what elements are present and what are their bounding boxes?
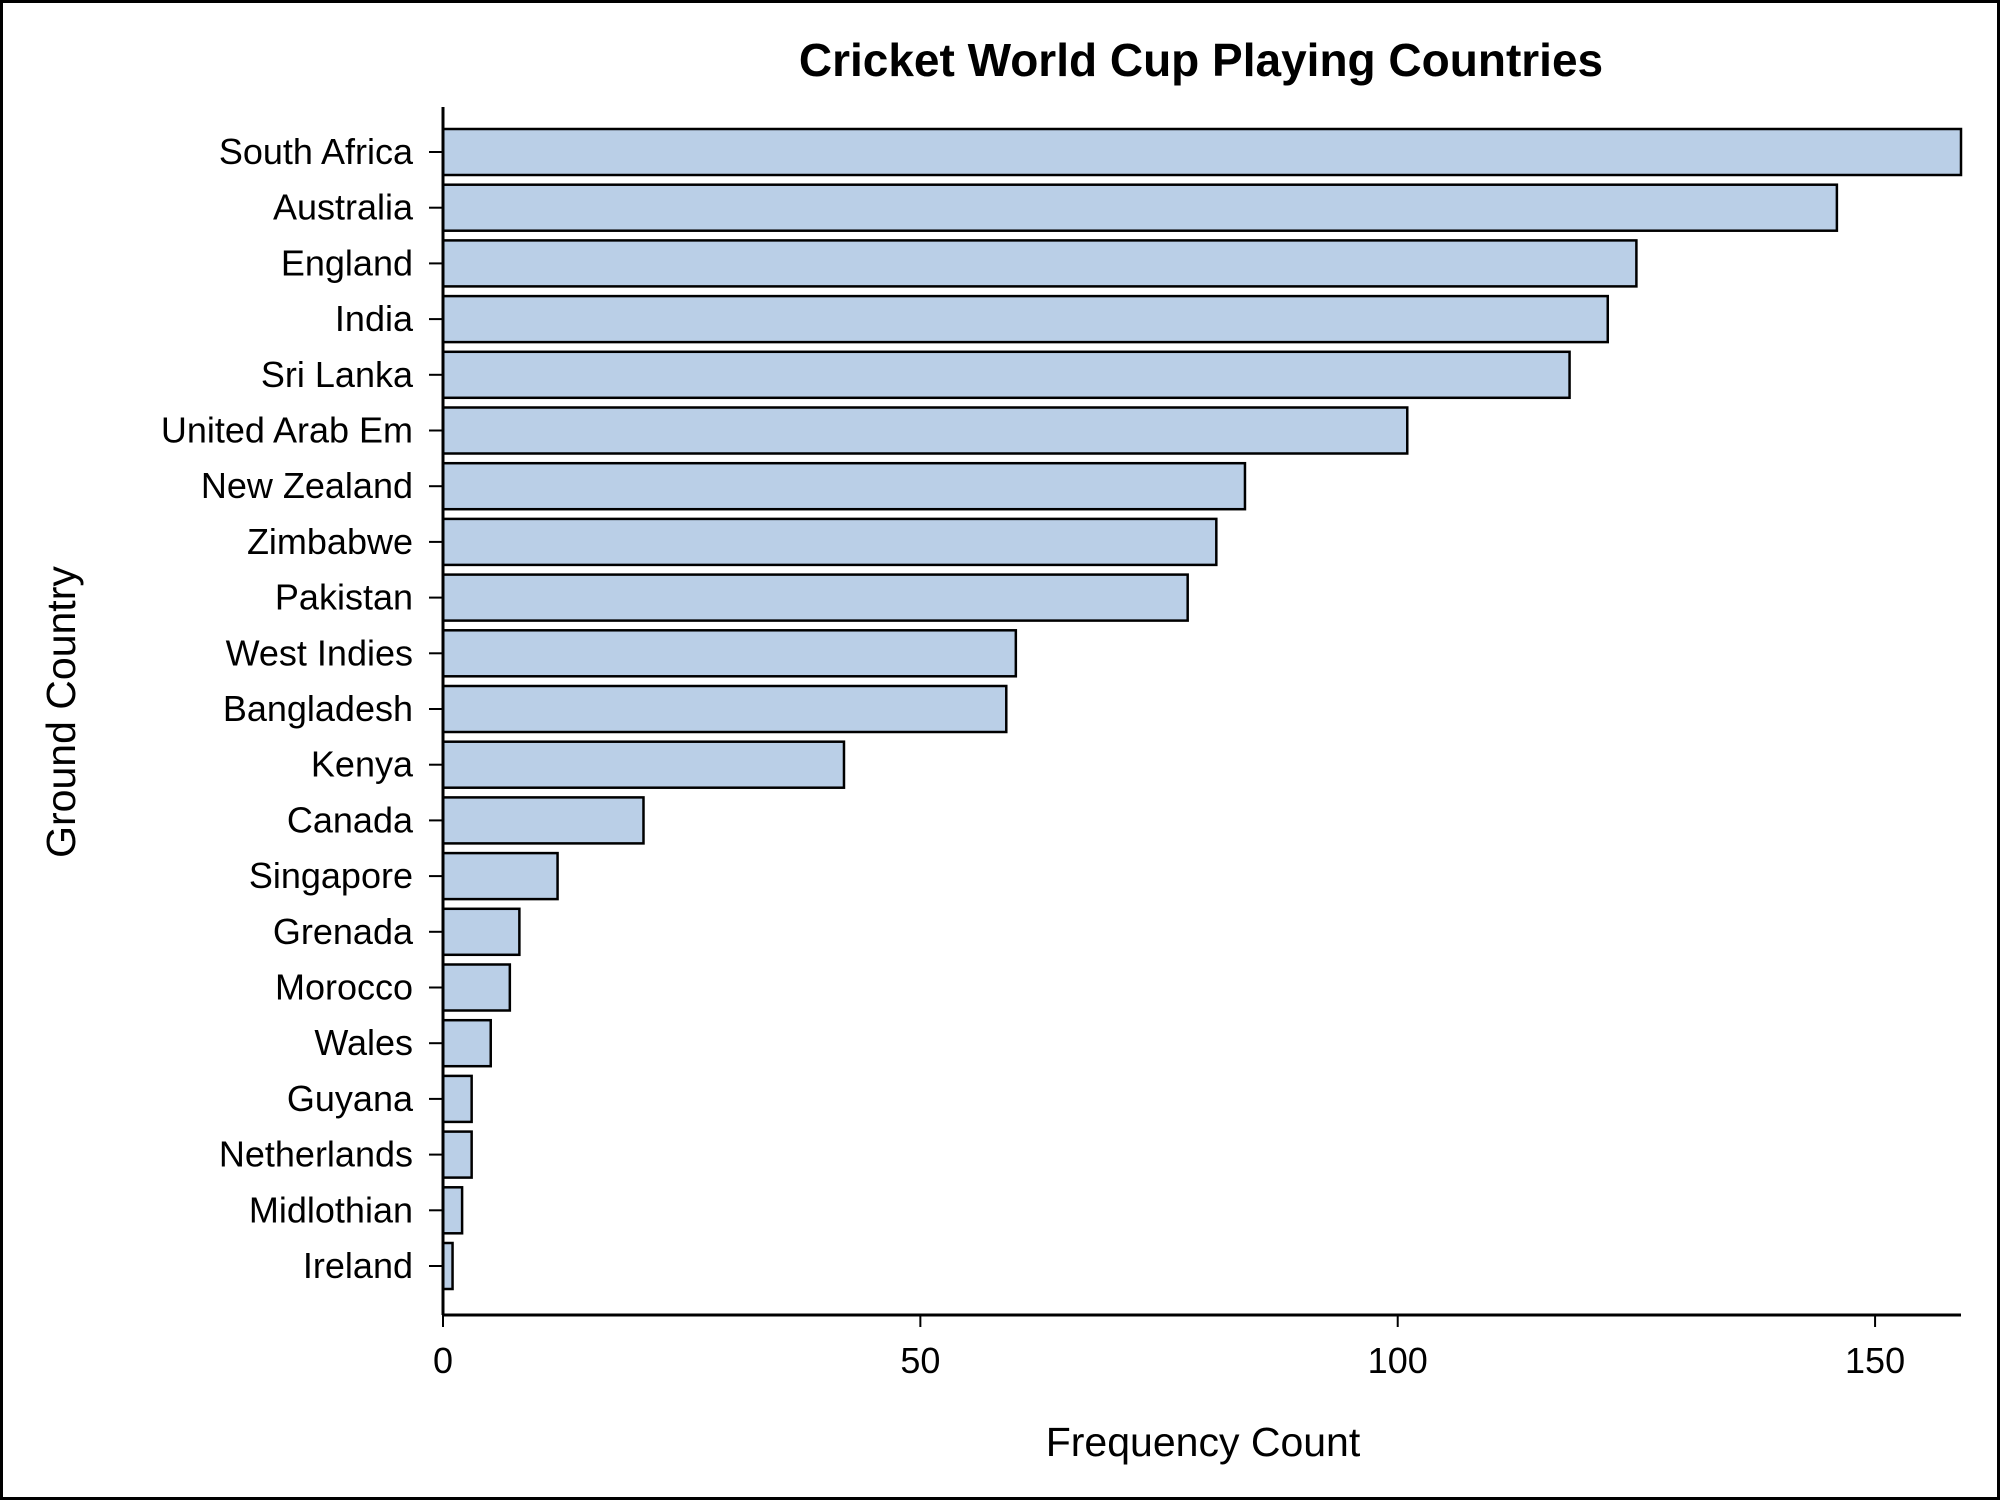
bar <box>441 740 846 789</box>
bar <box>441 796 645 845</box>
bars-layer <box>441 127 1963 1291</box>
y-tick-label: Australia <box>273 187 414 228</box>
bar <box>441 294 1610 344</box>
y-tick-label: Wales <box>314 1022 413 1063</box>
y-tick-label: Netherlands <box>219 1134 413 1175</box>
y-tick-label: Canada <box>287 799 414 840</box>
bar <box>441 350 1571 400</box>
bar <box>441 963 512 1012</box>
chart-title: Cricket World Cup Playing Countries <box>799 34 1603 86</box>
y-tick-label: Midlothian <box>249 1189 413 1230</box>
y-tick-label: United Arab Em <box>161 410 413 451</box>
y-tick-label: Singapore <box>249 855 413 896</box>
y-tick-label: Zimbabwe <box>247 521 413 562</box>
y-tick-label: South Africa <box>219 131 414 172</box>
bar <box>441 573 1189 622</box>
x-tick-label: 50 <box>900 1340 940 1381</box>
y-tick-label: West Indies <box>226 632 413 673</box>
bar <box>441 1074 473 1124</box>
y-axis-title: Ground Country <box>38 566 84 858</box>
y-tick-label: Grenada <box>273 911 414 952</box>
bar <box>441 629 1018 678</box>
y-tick-label: Pakistan <box>275 577 413 618</box>
y-tick-label: India <box>335 298 414 339</box>
bar <box>441 183 1839 232</box>
bar <box>441 461 1247 511</box>
x-axis: 0 50 100 150 <box>433 1313 1961 1381</box>
y-tick-label: New Zealand <box>201 465 413 506</box>
bar <box>441 127 1963 177</box>
x-axis-title: Frequency Count <box>1046 1419 1361 1465</box>
bar <box>441 517 1218 567</box>
bar <box>441 239 1638 288</box>
bar <box>441 907 521 957</box>
y-axis: South Africa Australia England India Sri Lan… <box>161 107 445 1315</box>
y-tick-label: England <box>281 242 413 283</box>
x-tick-label: 0 <box>433 1340 453 1381</box>
y-tick-label: Ireland <box>303 1245 413 1286</box>
y-tick-label: Morocco <box>275 967 413 1008</box>
y-tick-label: Kenya <box>311 744 414 785</box>
bar <box>441 851 559 901</box>
bar <box>441 1130 473 1179</box>
bar <box>441 1186 464 1235</box>
y-tick-label: Sri Lanka <box>261 354 414 395</box>
y-tick-label: Bangladesh <box>223 688 413 729</box>
x-tick-label: 100 <box>1368 1340 1428 1381</box>
bar <box>441 684 1008 734</box>
y-tick-label: Guyana <box>287 1078 414 1119</box>
bar <box>441 406 1409 455</box>
bar <box>441 1018 492 1068</box>
x-tick-label: 150 <box>1845 1340 1905 1381</box>
bar-chart: Cricket World Cup Playing Countries Grou… <box>38 34 1963 1465</box>
